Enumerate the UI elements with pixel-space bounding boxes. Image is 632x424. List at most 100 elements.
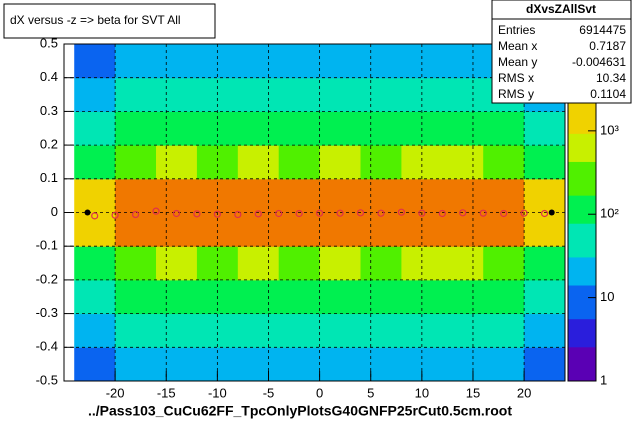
heatmap-cell [483,246,525,281]
colorbar-swatch [568,111,596,118]
stats-value: 0.7187 [589,39,626,53]
profile-point [152,207,160,215]
x-tick-label: 20 [517,385,531,400]
y-tick-label: -0.3 [36,305,58,320]
heatmap-cell [483,347,525,382]
y-tick-label: 0.5 [40,35,58,50]
heatmap-cell [74,145,116,180]
colorbar-swatch [568,341,596,348]
heatmap-cell [319,246,362,281]
heatmap-cell [156,178,198,213]
heatmap-cell [115,347,157,382]
heatmap-cell [196,145,239,180]
heatmap-cell [115,246,157,281]
heatmap-cell [401,246,443,281]
heatmap-cell [156,347,198,382]
colorbar-swatch [568,336,596,343]
heatmap-cell [360,212,402,247]
heatmap-cell [115,212,157,247]
heatmap-cell [360,145,402,180]
heatmap-cell [156,44,198,79]
colorbar-swatch [568,319,596,326]
colorbar-swatch [568,291,596,298]
heatmap-cell [74,77,116,112]
colorbar-swatch [568,190,596,197]
colorbar-swatch [568,274,596,281]
stats-title: dXvsZAllSvt [526,2,596,16]
heatmap-cell [156,212,198,247]
heatmap-cell [237,347,280,382]
profile-point [275,209,283,218]
colorbar-swatch [568,358,596,365]
heatmap-cell [115,313,157,348]
colorbar-swatch [568,307,596,315]
heatmap-cell [115,178,157,213]
heatmap-cell [524,347,566,382]
heatmap-cell [483,178,525,213]
heatmap-cell [319,178,362,213]
heatmap-cell [360,111,402,146]
x-tick-label: -15 [157,385,176,400]
stats-value: -0.004631 [572,55,626,69]
heatmap-cell [524,313,566,348]
heatmap-cell [237,279,280,315]
x-tick-label: 5 [367,385,374,400]
heatmap-cell [442,347,484,382]
heatmap-cell [483,145,525,180]
heatmap-cell [360,313,402,348]
colorbar-swatch [568,139,596,146]
heatmap-cell [524,111,566,146]
stats-label: Entries [498,23,535,37]
colorbar-swatch [568,105,596,112]
y-tick-label: 0.1 [40,170,58,185]
stats-label: Mean x [498,39,537,53]
profile-point [520,209,528,217]
profile-point [459,209,467,217]
heatmap-cell [278,111,321,146]
x-tick-label: -20 [106,385,125,400]
colorbar-swatch [568,279,596,287]
heatmap-cell [319,77,362,112]
heatmap-cell [483,111,525,146]
colorbar-swatch [568,352,596,360]
stats-box: dXvsZAllSvt Entries 6914475 Mean x 0.7187 Me… [491,0,632,104]
y-tick-label: 0.4 [40,69,58,84]
colorbar-swatch [568,347,596,354]
heatmap-cell [278,145,321,180]
heatmap-cell [319,145,362,180]
heatmap-cell [237,145,280,180]
z-tick-label: 10² [600,206,619,221]
colorbar-swatch [568,195,596,202]
colorbar-swatch [568,173,596,180]
colorbar-swatch [568,201,596,208]
heatmap-cell [442,178,484,213]
heatmap-cell [237,246,280,281]
colorbar-swatch [568,218,596,225]
x-tick-label: 10 [415,385,429,400]
heatmap-cell [524,212,566,247]
heatmap-cell [524,246,566,281]
heatmap-cell [483,279,525,315]
z-tick-label: 10³ [600,122,619,137]
y-tick-label: -0.5 [36,372,58,387]
heatmap-cell [196,246,239,281]
heatmap-cell [360,279,402,315]
heatmap-cell [74,313,116,348]
heatmap-cell [237,313,280,348]
colorbar-swatch [568,330,596,337]
heatmap-cell [319,44,362,79]
profile-point [213,210,221,218]
heatmap-cell [278,212,321,247]
heatmap-cell [442,111,484,146]
heatmap-cell [74,279,116,315]
x-tick-label: -10 [208,385,227,400]
heatmap-cell [524,178,566,213]
x-tick-label: 0 [316,385,323,400]
heatmap-cell [278,77,321,112]
profile-point [111,211,119,219]
heatmap-cell [360,178,402,213]
heatmap-cell [319,347,362,382]
heatmap-cell [74,246,116,281]
heatmap-cell [442,212,484,247]
